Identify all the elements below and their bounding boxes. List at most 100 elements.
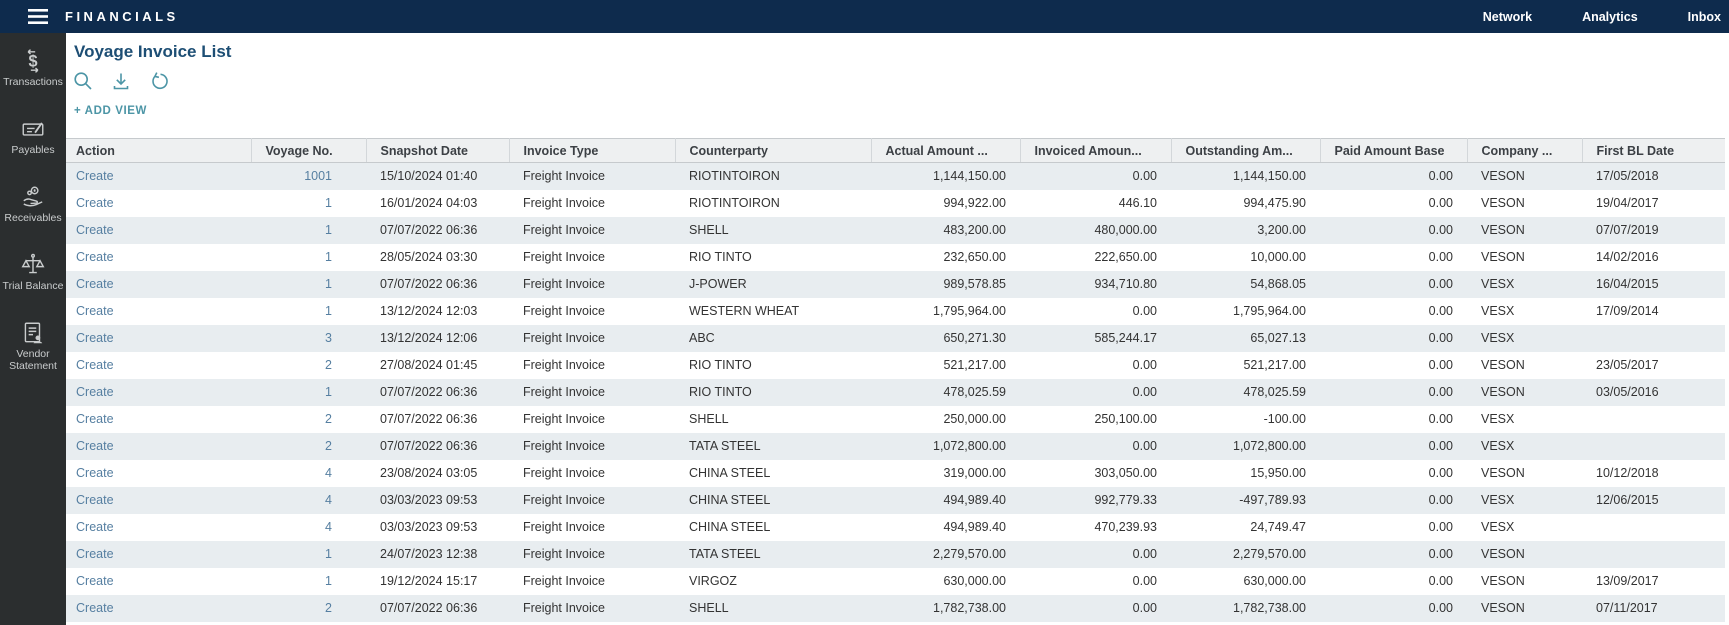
cell-invoiced-amoun: 0.00 (1020, 433, 1171, 460)
download-icon[interactable] (111, 71, 131, 91)
cell-paid-amount-base: 0.00 (1320, 595, 1467, 622)
column-header-company[interactable]: Company ... (1467, 139, 1582, 163)
column-header-snapshot-date[interactable]: Snapshot Date (366, 139, 509, 163)
create-link[interactable]: Create (76, 331, 114, 345)
cell-company: VESON (1467, 190, 1582, 217)
voyage-number-link[interactable]: 3 (325, 331, 332, 345)
create-link[interactable]: Create (76, 196, 114, 210)
create-link[interactable]: Create (76, 169, 114, 183)
cell-invoiced-amoun: 222,650.00 (1020, 244, 1171, 271)
cell-outstanding-am: 994,475.90 (1171, 190, 1320, 217)
voyage-number-link[interactable]: 2 (325, 601, 332, 615)
voyage-number-link[interactable]: 1 (325, 385, 332, 399)
column-header-counterparty[interactable]: Counterparty (675, 139, 871, 163)
nav-network[interactable]: Network (1483, 10, 1532, 24)
create-link[interactable]: Create (76, 223, 114, 237)
undo-icon[interactable] (149, 71, 169, 91)
hamburger-menu-icon[interactable] (28, 9, 48, 24)
cell-invoice-type: Freight Invoice (509, 217, 675, 244)
voyage-number-link[interactable]: 2 (325, 439, 332, 453)
create-link[interactable]: Create (76, 520, 114, 534)
cell-actual-amount: 1,782,738.00 (871, 595, 1020, 622)
column-header-action[interactable]: Action (66, 139, 251, 163)
table-row: Create113/12/2024 12:03Freight InvoiceWE… (66, 298, 1725, 325)
voyage-number-link[interactable]: 1 (325, 304, 332, 318)
create-link[interactable]: Create (76, 277, 114, 291)
column-header-invoiced-amoun[interactable]: Invoiced Amoun... (1020, 139, 1171, 163)
action-cell: Create (66, 595, 251, 622)
table-row: Create403/03/2023 09:53Freight InvoiceCH… (66, 514, 1725, 541)
voyage-number-link[interactable]: 1001 (304, 169, 332, 183)
create-link[interactable]: Create (76, 304, 114, 318)
nav-analytics[interactable]: Analytics (1582, 10, 1638, 24)
voyage-number-link[interactable]: 1 (325, 250, 332, 264)
cell-paid-amount-base: 0.00 (1320, 244, 1467, 271)
cell-invoiced-amoun: 303,050.00 (1020, 460, 1171, 487)
cell-snapshot-date: 07/07/2022 06:36 (366, 433, 509, 460)
column-header-paid-amount-base[interactable]: Paid Amount Base (1320, 139, 1467, 163)
table-row: Create128/05/2024 03:30Freight InvoiceRI… (66, 244, 1725, 271)
table-row: Create119/12/2024 15:17Freight InvoiceVI… (66, 568, 1725, 595)
cell-invoice-type: Freight Invoice (509, 298, 675, 325)
sidebar-item-payables[interactable]: Payables (0, 111, 66, 179)
create-link[interactable]: Create (76, 574, 114, 588)
voyage-number-link[interactable]: 4 (325, 520, 332, 534)
toolbar (73, 71, 1729, 91)
sidebar-item-vendor-statement[interactable]: Vendor Statement (0, 315, 66, 383)
sidebar-item-receivables[interactable]: Receivables (0, 179, 66, 247)
cell-first-bl-date: 10/12/2018 (1582, 460, 1725, 487)
cell-invoiced-amoun: 470,239.93 (1020, 514, 1171, 541)
action-cell: Create (66, 244, 251, 271)
column-header-outstanding-am[interactable]: Outstanding Am... (1171, 139, 1320, 163)
cell-counterparty: SHELL (675, 595, 871, 622)
create-link[interactable]: Create (76, 385, 114, 399)
voyage-number-link[interactable]: 1 (325, 196, 332, 210)
action-cell: Create (66, 190, 251, 217)
create-link[interactable]: Create (76, 250, 114, 264)
sidebar-item-transactions[interactable]: $ Transactions (0, 43, 66, 111)
table-row: Create107/07/2022 06:36Freight InvoiceSH… (66, 217, 1725, 244)
sidebar-item-trial-balance[interactable]: Trial Balance (0, 247, 66, 315)
scales-icon (20, 252, 46, 278)
voyage-number-link[interactable]: 1 (325, 223, 332, 237)
action-cell: Create (66, 568, 251, 595)
cell-counterparty: RIO TINTO (675, 244, 871, 271)
cell-first-bl-date (1582, 541, 1725, 568)
create-link[interactable]: Create (76, 358, 114, 372)
voyage-number-link[interactable]: 2 (325, 358, 332, 372)
create-link[interactable]: Create (76, 412, 114, 426)
voyage-number-link[interactable]: 4 (325, 493, 332, 507)
voyage-cell: 2 (251, 433, 366, 460)
column-header-voyage-no[interactable]: Voyage No. (251, 139, 366, 163)
cell-actual-amount: 494,989.40 (871, 487, 1020, 514)
invoice-table: ActionVoyage No.Snapshot DateInvoice Typ… (66, 138, 1725, 622)
top-nav: Network Analytics Inbox (1433, 10, 1729, 24)
voyage-number-link[interactable]: 1 (325, 277, 332, 291)
nav-inbox[interactable]: Inbox (1688, 10, 1721, 24)
column-header-first-bl-date[interactable]: First BL Date (1582, 139, 1725, 163)
voyage-cell: 4 (251, 514, 366, 541)
create-link[interactable]: Create (76, 466, 114, 480)
cell-company: VESX (1467, 514, 1582, 541)
search-icon[interactable] (73, 71, 93, 91)
column-header-actual-amount[interactable]: Actual Amount ... (871, 139, 1020, 163)
cell-invoiced-amoun: 992,779.33 (1020, 487, 1171, 514)
create-link[interactable]: Create (76, 493, 114, 507)
create-link[interactable]: Create (76, 547, 114, 561)
voyage-cell: 2 (251, 595, 366, 622)
add-view-button[interactable]: + ADD VIEW (74, 105, 147, 117)
voyage-number-link[interactable]: 2 (325, 412, 332, 426)
cell-snapshot-date: 27/08/2024 01:45 (366, 352, 509, 379)
cell-company: VESON (1467, 352, 1582, 379)
cell-invoice-type: Freight Invoice (509, 163, 675, 190)
voyage-cell: 1 (251, 541, 366, 568)
cell-invoice-type: Freight Invoice (509, 379, 675, 406)
voyage-number-link[interactable]: 1 (325, 547, 332, 561)
create-link[interactable]: Create (76, 439, 114, 453)
create-link[interactable]: Create (76, 601, 114, 615)
voyage-number-link[interactable]: 4 (325, 466, 332, 480)
column-header-invoice-type[interactable]: Invoice Type (509, 139, 675, 163)
voyage-number-link[interactable]: 1 (325, 574, 332, 588)
cell-first-bl-date (1582, 325, 1725, 352)
cell-first-bl-date: 13/09/2017 (1582, 568, 1725, 595)
